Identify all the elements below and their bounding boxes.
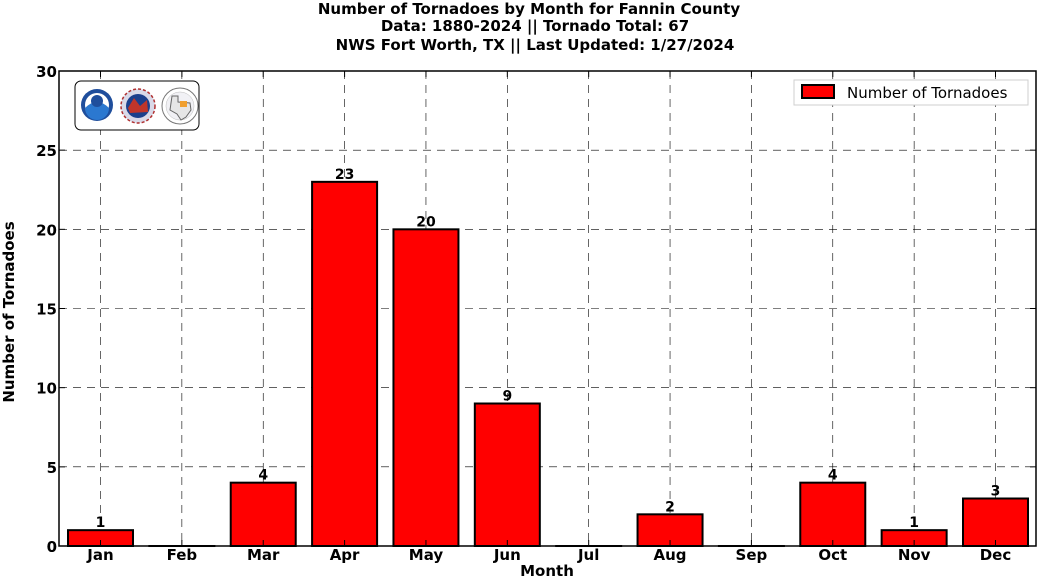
x-axis-label: Month (520, 562, 574, 580)
logo-box (74, 80, 200, 131)
bar-dec (962, 497, 1029, 547)
y-tick-label: 15 (36, 301, 57, 319)
data-label-aug: 2 (665, 499, 675, 515)
x-axis-ticks: Jan Feb Mar Apr May Jun Jul Aug Sep Oct Nov Dec (86, 71, 1011, 564)
x-tick-label: Jan (86, 546, 113, 564)
data-label-dec: 3 (991, 484, 1001, 500)
y-tick-label: 25 (36, 142, 57, 160)
bar-may (392, 228, 460, 547)
legend-swatch (801, 84, 835, 99)
y-tick-label: 5 (47, 459, 57, 477)
x-tick-label: Jun (493, 546, 521, 564)
x-tick-label: Aug (654, 546, 687, 564)
x-tick-label: Feb (167, 546, 198, 564)
legend-label: Number of Tornadoes (847, 84, 1008, 102)
y-tick-label: 20 (36, 221, 57, 239)
data-label-oct: 4 (828, 468, 838, 484)
y-tick-label: 30 (36, 63, 57, 81)
x-tick-label: Dec (980, 546, 1012, 564)
bar-oct (799, 481, 867, 547)
data-label-jan: 1 (96, 515, 106, 531)
x-tick-label: Nov (898, 546, 931, 564)
data-labels: 1 4 23 20 9 2 4 1 3 (96, 167, 1001, 531)
title-line-2: Data: 1880-2024 || Tornado Total: 67 (381, 17, 689, 36)
y-tick-label: 0 (47, 538, 57, 556)
bar-mar (229, 481, 297, 547)
x-tick-label: May (409, 546, 444, 564)
data-label-jun: 9 (502, 389, 512, 405)
x-tick-label: Sep (736, 546, 768, 564)
y-axis-label: Number of Tornadoes (0, 221, 18, 402)
x-tick-label: Oct (818, 546, 847, 564)
y-axis-ticks: 0 5 10 15 20 25 30 (36, 63, 1036, 556)
bar-jun (473, 402, 541, 547)
legend: Number of Tornadoes (793, 79, 1029, 106)
grid-lines (59, 71, 1036, 546)
x-tick-label: Jul (577, 546, 599, 564)
noaa-logo (81, 89, 113, 121)
y-tick-label: 10 (36, 380, 57, 398)
title-line-3: NWS Fort Worth, TX || Last Updated: 1/27… (336, 36, 735, 55)
title-line-1: Number of Tornadoes by Month for Fannin … (318, 0, 740, 18)
bar-apr (311, 180, 379, 547)
texas-map-logo (161, 87, 199, 125)
data-label-nov: 1 (909, 515, 919, 531)
x-tick-label: Mar (247, 546, 280, 564)
national-weather-service-logo (120, 88, 156, 124)
chart-title: Number of Tornadoes by Month for Fannin … (318, 0, 740, 55)
x-tick-label: Apr (330, 546, 360, 564)
data-label-mar: 4 (258, 468, 268, 484)
data-label-may: 20 (416, 214, 436, 230)
bars (67, 180, 1029, 548)
data-label-apr: 23 (335, 167, 354, 183)
